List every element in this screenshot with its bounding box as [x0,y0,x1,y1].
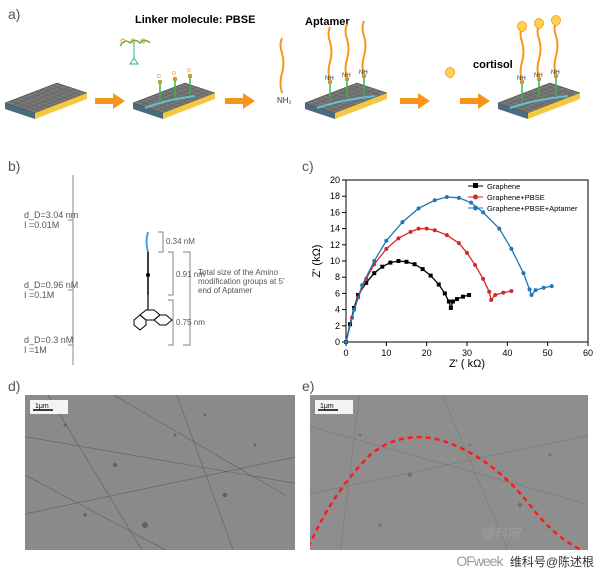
sem-image-e: 1μm [310,395,588,550]
svg-text:Graphene+PBSE+Aptamer: Graphene+PBSE+Aptamer [487,204,578,213]
svg-text:10: 10 [330,256,340,266]
panel-d-label: d) [8,378,20,394]
svg-text:I =0.01M: I =0.01M [24,220,59,230]
svg-text:NH: NH [517,76,526,82]
svg-text:d_D=0.3 nM: d_D=0.3 nM [24,335,73,345]
footer-logo: OFweek [456,553,502,569]
svg-text:I =1M: I =1M [24,345,47,355]
svg-text:20: 20 [330,175,340,185]
svg-text:1μm: 1μm [320,403,334,410]
svg-text:Z' (kΩ): Z' (kΩ) [311,245,323,278]
svg-text:NH: NH [534,73,543,79]
watermark: 维科网 [481,523,520,542]
svg-text:Z' ( kΩ): Z' ( kΩ) [449,358,485,370]
footer-text: 维科号@陈述根 [510,555,594,569]
panel-b-diagram: d_D=3.04 nmI =0.01M d_D=0.96 nMI =0.1M d… [18,170,288,370]
panel-e-label: e) [302,378,314,394]
nyquist-plot: 0 10 20 30 40 50 60 0 2 4 6 8 10 12 14 16 18 20 Z' ( kΩ) Z'… [308,170,596,370]
svg-text:10: 10 [381,348,391,358]
svg-text:o: o [187,67,191,74]
sem-image-d: 1μm [25,395,295,550]
svg-text:0: 0 [335,337,340,347]
panel-b-note: Total size of the Amino modification gro… [198,268,287,295]
svg-text:I =0.1M: I =0.1M [24,290,54,300]
svg-text:8: 8 [335,272,340,282]
footer: OFweek 维科号@陈述根 [456,553,594,570]
svg-text:4: 4 [335,305,340,315]
svg-text:o: o [172,70,176,77]
step1-title: Linker molecule: PBSE [135,14,255,26]
svg-text:12: 12 [330,240,340,250]
svg-text:d_D=0.96 nM: d_D=0.96 nM [24,280,78,290]
svg-text:Graphene+PBSE: Graphene+PBSE [487,193,545,202]
svg-text:Graphene: Graphene [487,182,520,191]
svg-text:o: o [157,73,161,80]
svg-text:50: 50 [543,348,553,358]
svg-text:1μm: 1μm [35,403,49,410]
svg-text:NH: NH [359,70,368,76]
svg-text:d_D=3.04 nm: d_D=3.04 nm [24,210,78,220]
panel-a-schematic: Linker molecule: PBSE Aptamer cortisol [0,8,600,148]
svg-text:2: 2 [335,321,340,331]
svg-text:0: 0 [343,348,348,358]
svg-text:NH: NH [342,73,351,79]
svg-text:20: 20 [422,348,432,358]
svg-text:NH: NH [325,76,334,82]
svg-text:18: 18 [330,191,340,201]
svg-text:14: 14 [330,224,340,234]
svg-text:6: 6 [335,288,340,298]
svg-text:0.75 nm: 0.75 nm [176,318,205,327]
step2-title: Aptamer [305,16,350,28]
svg-text:30: 30 [462,348,472,358]
step3-title: cortisol [473,59,513,71]
svg-text:NH: NH [551,70,560,76]
svg-text:40: 40 [502,348,512,358]
svg-text:0.34 nM: 0.34 nM [166,237,195,246]
svg-text:NH₂: NH₂ [277,96,292,105]
svg-text:60: 60 [583,348,593,358]
svg-text:16: 16 [330,207,340,217]
